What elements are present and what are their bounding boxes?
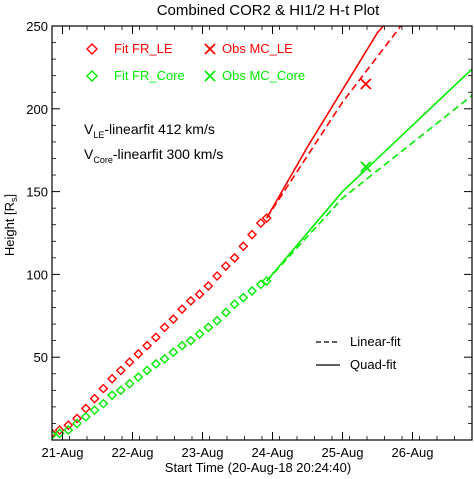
annotation-vle: VLE-linearfit 412 km/s xyxy=(84,121,215,140)
fit-fr-le-point xyxy=(229,252,240,263)
x-axis-label: Start Time (20-Aug-18 20:24:40) xyxy=(165,460,351,475)
legend-label-obs-mc-core: Obs MC_Core xyxy=(222,68,305,83)
series-obs-mc-le xyxy=(360,78,372,90)
fit-fr-core-point xyxy=(194,329,205,340)
x-tick-22-aug-label: 22-Aug xyxy=(112,445,154,460)
y-axis-label-text: Height [R xyxy=(2,202,17,256)
y-tick-50-label: 50 xyxy=(34,350,48,365)
fit-fr-le-point xyxy=(72,413,83,424)
fit-fr-le-point xyxy=(185,295,196,306)
x-tick-24-aug-label: 24-Aug xyxy=(252,445,294,460)
fit-fr-core-point xyxy=(203,322,214,333)
fit-fr-le-point xyxy=(52,428,57,439)
svg-text:VLE-linearfit 412 km/s: VLE-linearfit 412 km/s xyxy=(84,121,215,140)
fit-fr-core-point xyxy=(255,279,266,290)
fit-fr-core-point xyxy=(142,365,153,376)
fit-fr-core-point xyxy=(168,347,179,358)
fit-fr-le-point xyxy=(238,241,249,252)
fit-fr-core-point xyxy=(159,353,170,364)
fit-fr-le-point xyxy=(80,403,91,414)
fit-fr-le-point xyxy=(212,271,223,282)
y-axis-label-sub: s xyxy=(9,197,19,202)
fit-line-dashed-3 xyxy=(266,94,472,282)
fit-fr-le-point xyxy=(98,383,109,394)
fit-fr-core-point xyxy=(98,398,109,409)
fit-fr-core-point xyxy=(150,358,161,369)
fit-fr-le-point xyxy=(255,218,266,229)
fit-fr-core-point xyxy=(185,335,196,346)
fit-fr-le-point xyxy=(159,322,170,333)
fit-fr-le-point xyxy=(115,365,126,376)
y-tick-100-label: 100 xyxy=(26,267,48,282)
legend-label-fit-fr-le: Fit FR_LE xyxy=(114,41,173,56)
obs-mc-core-point xyxy=(360,161,372,173)
x-tick-23-aug-label: 23-Aug xyxy=(182,445,224,460)
annotation-vcore: VCore-linearfit 300 km/s xyxy=(84,146,223,165)
fit-fr-core-point xyxy=(124,378,135,389)
fit-fr-core-point xyxy=(63,425,74,436)
legend-label-obs-mc-le: Obs MC_LE xyxy=(222,41,293,56)
fit-fr-le-point xyxy=(261,213,272,224)
plot-area xyxy=(52,26,472,440)
fit-fr-core-point xyxy=(72,418,83,429)
fit-fr-core-point xyxy=(52,430,57,440)
fit-fr-core-point xyxy=(177,340,188,351)
fit-fr-core-point xyxy=(89,405,100,416)
line-legend-linear-label: Linear-fit xyxy=(350,334,401,349)
fit-fr-core-point xyxy=(247,285,258,296)
fit-fr-core-point xyxy=(133,372,144,383)
fit-fr-le-point xyxy=(63,420,74,431)
fit-fr-le-point xyxy=(107,373,118,384)
legend-label-fit-fr-core: Fit FR_Core xyxy=(114,68,185,83)
fit-fr-core-point xyxy=(212,315,223,326)
y-tick-200-label: 200 xyxy=(26,102,48,117)
fit-fr-le-point xyxy=(247,229,258,240)
line-legend-quad-label: Quad-fit xyxy=(350,357,397,372)
x-tick-25-aug-label: 25-Aug xyxy=(322,445,364,460)
legend-marker-fit-fr-le xyxy=(86,43,98,55)
series-fit-fr-core xyxy=(52,276,272,440)
legend-marker-fit-fr-core xyxy=(86,70,98,82)
legend-marker-obs-mc-core xyxy=(204,70,216,82)
fit-fr-core-point xyxy=(229,299,240,310)
fit-fr-core-point xyxy=(107,390,118,401)
fit-fr-core-point xyxy=(115,385,126,396)
obs-mc-le-point xyxy=(360,78,372,90)
fit-line-dashed-1 xyxy=(265,26,402,219)
y-tick-150-label: 150 xyxy=(26,185,48,200)
y-tick-250-label: 250 xyxy=(26,19,48,34)
fit-fr-core-point xyxy=(238,292,249,303)
series-fit-fr-le xyxy=(52,213,272,439)
fit-fr-le-point xyxy=(220,261,231,272)
fit-fr-le-point xyxy=(177,304,188,315)
svg-text:Height [Rs]: Height [Rs] xyxy=(2,194,19,256)
fit-fr-le-point xyxy=(194,289,205,300)
marker-legend: Fit FR_LE Obs MC_LE Fit FR_Core Obs MC_C… xyxy=(86,41,305,83)
fit-line-solid-2 xyxy=(266,68,472,282)
fit-line-solid-0 xyxy=(265,26,384,219)
fit-fr-core-point xyxy=(80,411,91,422)
legend-marker-obs-mc-le xyxy=(204,43,216,55)
x-tick-26-aug-label: 26-Aug xyxy=(392,445,434,460)
fit-fr-le-point xyxy=(89,393,100,404)
series-obs-mc-core xyxy=(360,161,372,173)
line-legend: Linear-fit Quad-fit xyxy=(316,334,401,372)
chart-title: Combined COR2 & HI1/2 H-t Plot xyxy=(157,2,380,19)
fit-fr-le-point xyxy=(150,332,161,343)
fit-fr-le-point xyxy=(124,357,135,368)
fit-fr-le-point xyxy=(133,348,144,359)
fit-fr-le-point xyxy=(54,425,65,436)
fit-fr-le-point xyxy=(203,281,214,291)
fit-fr-core-point xyxy=(220,307,231,318)
y-axis-label: Height [Rs] xyxy=(2,194,19,256)
x-tick-21-aug-label: 21-Aug xyxy=(42,445,84,460)
fit-fr-le-point xyxy=(168,314,179,325)
y-axis-label-end: ] xyxy=(2,194,17,198)
svg-text:VCore-linearfit 300 km/s: VCore-linearfit 300 km/s xyxy=(84,146,223,165)
fit-fr-core-point xyxy=(261,276,272,287)
fit-fr-le-point xyxy=(142,340,153,351)
